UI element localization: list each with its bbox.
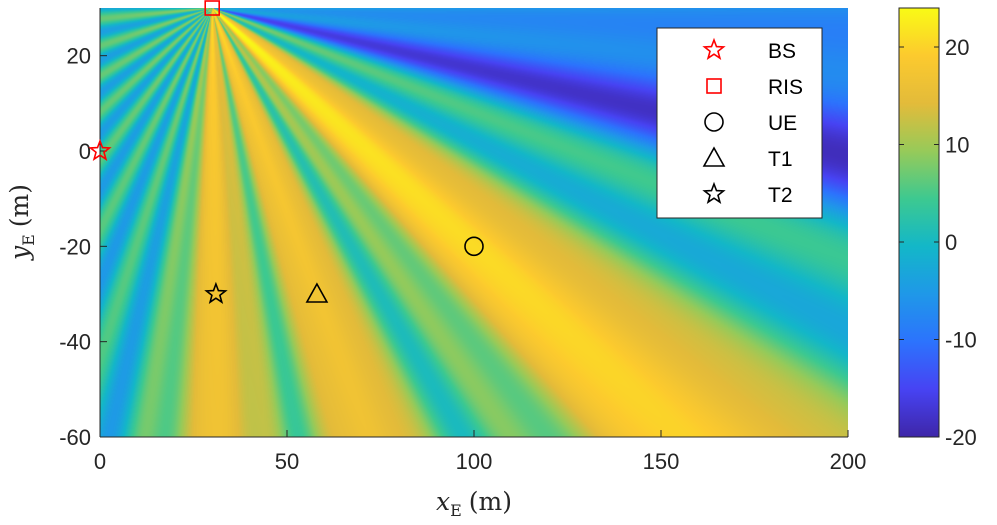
- y-tick-label: -40: [59, 330, 91, 355]
- legend-symbol-t1: [702, 146, 726, 167]
- x-tick-label: 50: [275, 449, 299, 474]
- marker-ue: [464, 236, 484, 257]
- x-axis-label: xE (m): [436, 487, 512, 520]
- colorbar-tick-label: 20: [945, 35, 969, 60]
- legend: BS RIS UE T1 T2: [656, 27, 823, 219]
- marker-layer: [88, 0, 484, 304]
- colorbar-tick-label: -10: [945, 328, 977, 353]
- legend-symbol-t2: [702, 181, 726, 204]
- legend-symbol-ue: [704, 112, 724, 132]
- colorbar: 20 10 0 -10 -20: [898, 7, 977, 450]
- legend-symbol-bs: [702, 37, 726, 60]
- legend-label-bs: BS: [768, 40, 796, 63]
- x-axis-ticks: 0 50 100 150 200: [94, 430, 866, 474]
- marker-t2: [204, 281, 228, 304]
- y-tick-label: -60: [59, 425, 91, 450]
- colorbar-tick-label: -20: [945, 425, 977, 450]
- legend-label-t2: T2: [768, 184, 793, 207]
- x-tick-label: 100: [456, 449, 493, 474]
- colorbar-scale: [898, 7, 940, 438]
- marker-t1: [305, 282, 329, 303]
- x-tick-label: 0: [94, 449, 106, 474]
- colorbar-tick-label: 10: [945, 133, 969, 158]
- colorbar-tick-label: 0: [945, 230, 957, 255]
- colorbar-ticks: 20 10 0 -10 -20: [899, 35, 977, 450]
- marker-ris: [204, 0, 220, 16]
- y-tick-label: 20: [67, 44, 91, 69]
- y-tick-label: 0: [79, 139, 91, 164]
- y-tick-label: -20: [59, 234, 91, 259]
- legend-label-ue: UE: [768, 112, 797, 135]
- x-tick-label: 150: [643, 449, 680, 474]
- marker-bs: [88, 138, 112, 161]
- legend-box: [656, 27, 823, 219]
- y-axis-label: yE(m): [5, 184, 38, 261]
- y-axis-ticks: 20 0 -20 -40 -60: [59, 44, 107, 450]
- x-tick-label: 200: [830, 449, 867, 474]
- legend-label-ris: RIS: [768, 76, 803, 99]
- legend-symbol-ris: [706, 78, 722, 94]
- legend-label-t1: T1: [768, 148, 793, 171]
